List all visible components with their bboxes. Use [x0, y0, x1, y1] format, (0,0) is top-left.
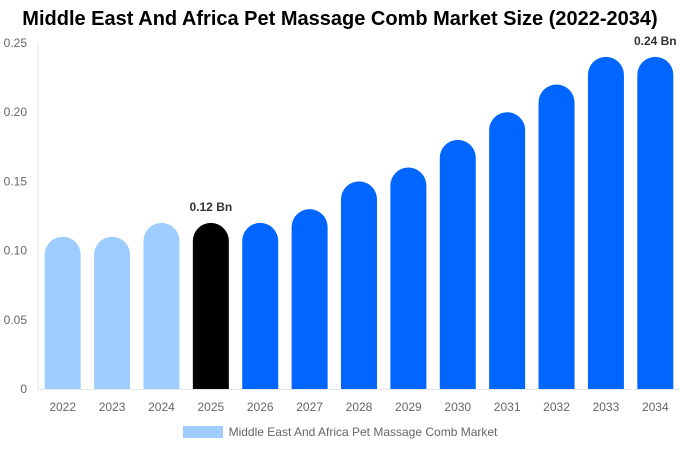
y-tick-label: 0 [20, 382, 27, 396]
y-tick-label: 0.10 [4, 244, 28, 258]
bar-2023 [94, 236, 131, 389]
x-tick-label: 2026 [247, 400, 274, 414]
x-tick-label: 2033 [593, 400, 620, 414]
bar-2027 [291, 209, 328, 389]
bar-2025 [192, 222, 229, 389]
y-tick-label: 0.25 [4, 36, 28, 50]
data-label: 0.24 Bn [634, 34, 677, 48]
x-tick-label: 2034 [642, 400, 669, 414]
y-tick-label: 0.15 [4, 174, 28, 188]
x-tick-label: 2028 [346, 400, 373, 414]
y-tick-label: 0.20 [4, 105, 28, 119]
x-tick-label: 2027 [296, 400, 323, 414]
x-tick-label: 2024 [148, 400, 175, 414]
bar-2024 [143, 222, 180, 389]
chart-title: Middle East And Africa Pet Massage Comb … [22, 8, 658, 30]
legend-swatch [182, 426, 223, 438]
bar-2034 [637, 56, 674, 390]
x-tick-label: 2029 [395, 400, 422, 414]
bar-2032 [538, 84, 575, 390]
bar-2031 [489, 112, 526, 389]
bar-2026 [242, 222, 279, 389]
bar-2029 [390, 167, 427, 389]
bar-2033 [587, 56, 624, 390]
data-label: 0.12 Bn [190, 200, 233, 214]
bar-2028 [341, 181, 377, 389]
x-tick-label: 2022 [49, 400, 76, 414]
x-tick-label: 2025 [197, 400, 224, 414]
x-tick-label: 2032 [543, 400, 570, 414]
x-tick-label: 2023 [99, 400, 126, 414]
legend-label: Middle East And Africa Pet Massage Comb … [228, 425, 498, 439]
bar-2030 [439, 139, 476, 389]
x-tick-label: 2030 [444, 400, 471, 414]
legend: Middle East And Africa Pet Massage Comb … [0, 425, 680, 439]
y-tick-label: 0.05 [4, 313, 28, 327]
x-tick-label: 2031 [494, 400, 521, 414]
bar-2022 [44, 236, 81, 389]
